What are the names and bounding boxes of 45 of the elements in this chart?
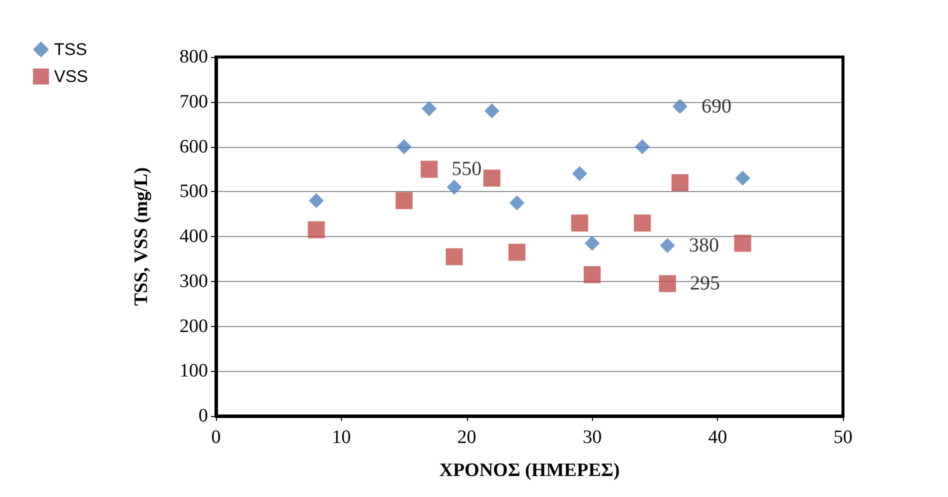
y-tick-label: 200 xyxy=(180,316,208,337)
x-tick-label: 40 xyxy=(708,427,728,448)
point xyxy=(672,98,688,114)
point xyxy=(571,214,588,232)
y-tick-label: 100 xyxy=(180,360,208,382)
point xyxy=(660,238,675,253)
y-tick-label: 700 xyxy=(180,91,208,112)
point xyxy=(735,170,750,186)
point xyxy=(671,174,688,192)
x-tick-label: 50 xyxy=(834,427,852,448)
point xyxy=(396,139,412,154)
y-tick-label: 0 xyxy=(198,406,208,426)
point xyxy=(634,139,650,154)
point xyxy=(734,234,752,252)
legend-label: TSS xyxy=(54,40,88,59)
point xyxy=(584,266,601,284)
y-axis-title: TSS, VSS (mg/L) xyxy=(131,167,152,306)
x-axis-title: ΧΡΟΝΟΣ (ΗΜΕΡΕΣ) xyxy=(439,460,620,481)
point xyxy=(422,101,437,116)
data-label: 380 xyxy=(688,234,719,256)
point xyxy=(484,103,500,118)
point xyxy=(634,214,651,232)
point xyxy=(420,160,438,178)
point xyxy=(658,275,676,292)
point xyxy=(509,195,524,210)
y-tick-label: 300 xyxy=(180,270,208,292)
x-tick-label: 30 xyxy=(582,427,602,448)
y-tick-label: 800 xyxy=(180,46,208,68)
legend-label: VSS xyxy=(54,67,88,86)
y-tick-label: 400 xyxy=(180,226,208,247)
point xyxy=(584,236,600,251)
point xyxy=(508,244,526,261)
point xyxy=(396,192,413,210)
x-tick-label: 0 xyxy=(211,427,221,448)
data-label: 550 xyxy=(452,158,482,180)
point xyxy=(483,170,500,187)
point xyxy=(308,221,325,238)
point xyxy=(446,180,462,195)
y-tick-label: 500 xyxy=(180,181,208,202)
point xyxy=(446,248,463,266)
x-tick-label: 20 xyxy=(457,427,476,448)
x-tick-label: 10 xyxy=(332,427,351,448)
point xyxy=(308,193,324,208)
y-tick-label: 600 xyxy=(180,136,208,158)
point xyxy=(572,166,588,182)
